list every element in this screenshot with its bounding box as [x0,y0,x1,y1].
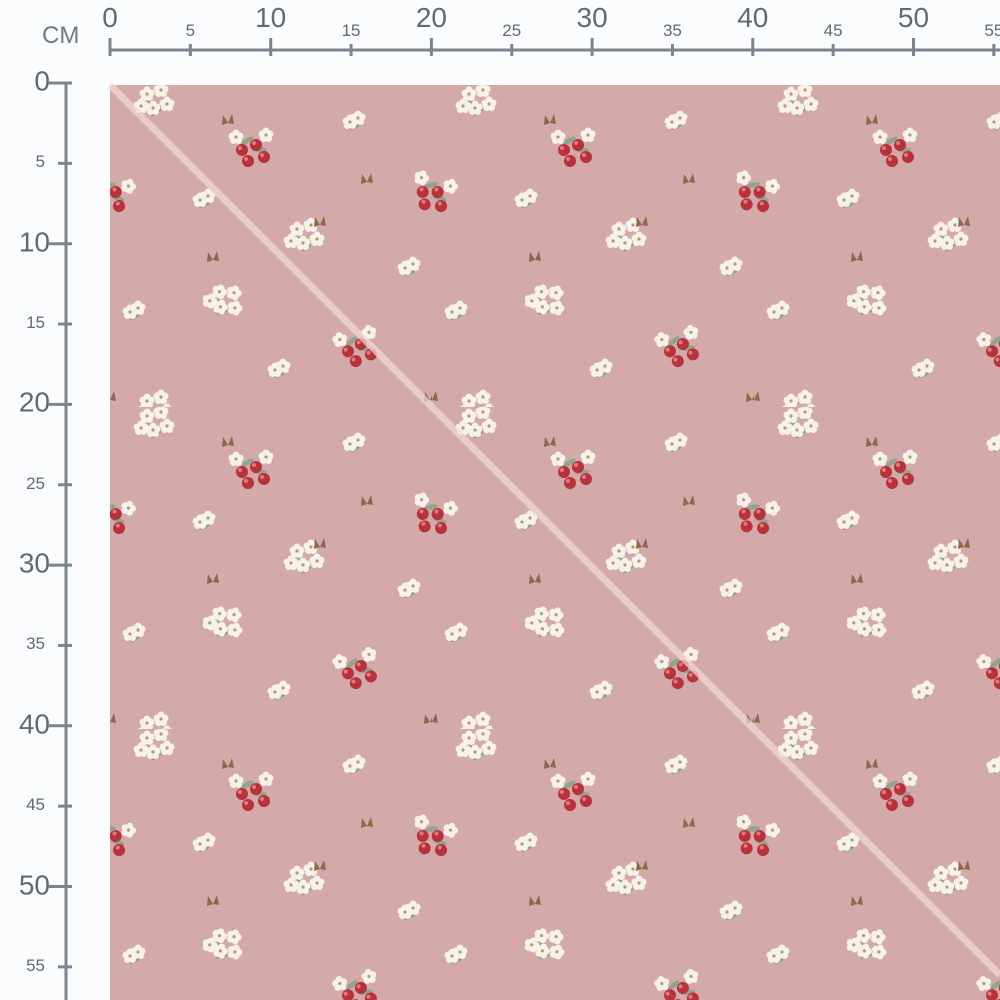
top-ruler-label: 50 [897,2,930,33]
left-ruler-label: 35 [26,634,45,654]
left-ruler-label: 40 [18,708,50,740]
top-ruler-label: 40 [737,2,769,33]
left-ruler-label: 55 [26,955,45,975]
fold-line [107,82,1000,978]
top-ruler-label: 20 [415,2,447,33]
left-ruler-label: 20 [18,386,50,418]
top-ruler-label: 15 [341,21,361,40]
left-ruler-label: 15 [26,313,45,333]
top-ruler-label: 45 [823,21,843,40]
top-ruler-label: 25 [502,21,522,40]
ruler-unit-label: CM [42,22,80,49]
left-ruler-label: 30 [18,547,50,579]
left-ruler-label: 10 [18,226,50,258]
top-ruler-label: 30 [576,2,608,33]
left-ruler-label: 45 [26,795,45,815]
left-ruler-label: 25 [26,473,45,493]
top-ruler-label: 0 [102,2,118,33]
top-ruler-label: 55 [984,21,1000,40]
left-ruler-label: 5 [35,152,45,172]
top-ruler-label: 35 [662,21,682,40]
left-ruler-label: 0 [34,65,50,97]
top-ruler-label: 5 [185,21,196,40]
top-ruler-label: 10 [255,2,287,33]
left-ruler-label: 50 [18,868,50,900]
